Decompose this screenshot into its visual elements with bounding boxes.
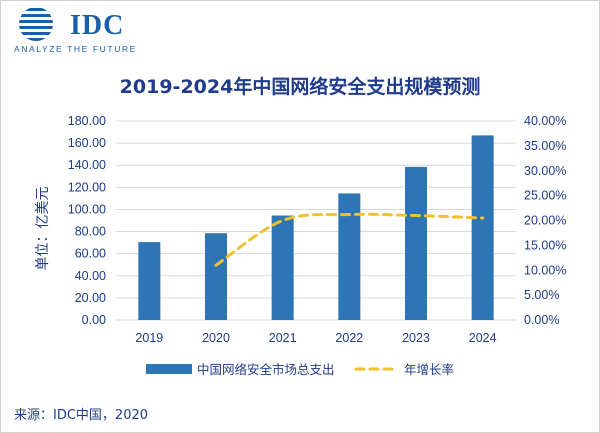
chart-title: 2019-2024年中国网络安全支出规模预测 xyxy=(119,76,481,98)
bar xyxy=(138,242,161,320)
y2-tick-label: 10.00% xyxy=(524,263,566,277)
x-tick-label: 2024 xyxy=(469,331,497,345)
x-tick-label: 2021 xyxy=(269,331,297,345)
y2-tick-label: 25.00% xyxy=(524,189,566,203)
bar xyxy=(338,193,361,320)
legend-label-growth: 年增长率 xyxy=(404,362,454,377)
bar xyxy=(205,233,227,320)
y2-tick-label: 35.00% xyxy=(524,139,566,153)
y2-tick-label: 0.00% xyxy=(524,313,559,327)
legend-bar-swatch xyxy=(146,364,192,374)
y-tick-label: 20.00 xyxy=(75,291,106,305)
y-axis-label: 单位：亿美元 xyxy=(35,187,51,271)
y-tick-label: 40.00 xyxy=(75,269,106,283)
y2-tick-label: 15.00% xyxy=(524,238,566,252)
y-tick-label: 80.00 xyxy=(75,225,106,239)
bar xyxy=(271,215,294,320)
source-note: 来源：IDC中国，2020 xyxy=(14,408,149,423)
y2-tick-label: 30.00% xyxy=(524,164,566,178)
y-tick-label: 180.00 xyxy=(68,114,106,128)
y-tick-label: 160.00 xyxy=(68,136,106,150)
y-tick-label: 0.00 xyxy=(82,313,106,327)
y-tick-label: 100.00 xyxy=(68,202,106,216)
y-tick-label: 120.00 xyxy=(68,180,106,194)
logo-tagline: ANALYZE THE FUTURE xyxy=(14,44,137,54)
y2-tick-label: 40.00% xyxy=(524,114,566,128)
y2-tick-label: 5.00% xyxy=(524,288,559,302)
idc-logo: IDC ANALYZE THE FUTURE xyxy=(12,6,162,54)
legend-label-spend: 中国网络安全市场总支出 xyxy=(197,362,335,377)
x-tick-label: 2023 xyxy=(402,331,430,345)
growth-rate-line xyxy=(214,212,485,267)
x-tick-label: 2020 xyxy=(202,331,230,345)
globe-icon xyxy=(19,8,53,41)
y2-tick-label: 20.00% xyxy=(524,214,566,228)
bar xyxy=(405,166,427,320)
bar xyxy=(471,135,494,320)
logo-text: IDC xyxy=(70,10,125,41)
y-tick-label: 140.00 xyxy=(68,158,106,172)
x-tick-label: 2019 xyxy=(135,331,163,345)
x-tick-label: 2022 xyxy=(335,331,363,345)
y-tick-label: 60.00 xyxy=(75,247,106,261)
